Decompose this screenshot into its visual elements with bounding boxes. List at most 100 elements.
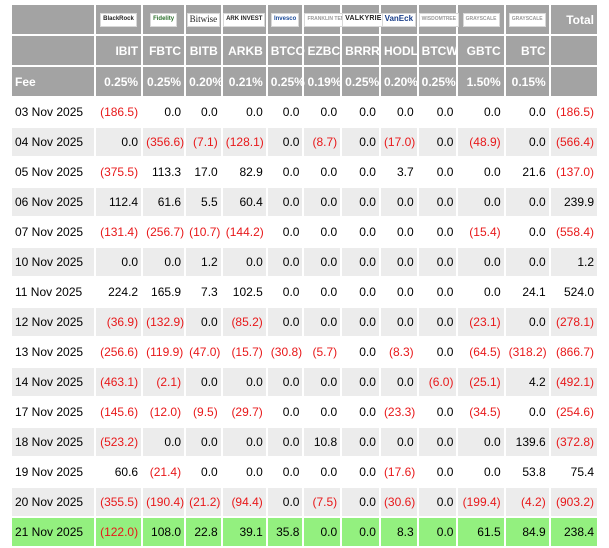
fee-value: 1.50% <box>458 67 504 96</box>
fee-value: 0.25% <box>267 67 305 96</box>
ticker-row-total-blank <box>550 36 597 65</box>
flow-cell: 113.3 <box>143 158 185 186</box>
flow-cell: 0.0 <box>143 428 185 456</box>
flow-cell: (5.7) <box>304 338 341 366</box>
flow-cell: (356.6) <box>143 128 184 156</box>
flow-cell: 0.0 <box>418 128 457 156</box>
flow-cell: 0.0 <box>304 98 341 126</box>
flow-cell: 0.0 <box>458 188 504 216</box>
flow-cell: 0.0 <box>342 158 379 186</box>
flow-cell: (10.7) <box>186 218 221 246</box>
flow-cell: 139.6 <box>505 428 549 456</box>
flow-cell: (132.9) <box>143 308 184 336</box>
flow-cell: 7.3 <box>186 278 221 306</box>
flow-cell: (318.2) <box>505 338 549 366</box>
flow-cell: (17.6) <box>380 458 417 486</box>
flow-cell: (30.8) <box>267 338 303 366</box>
flow-cell: 0.0 <box>418 338 457 366</box>
ticker-header: ARKB <box>222 36 266 65</box>
date-cell: 03 Nov 2025 <box>12 98 94 126</box>
table-row: 13 Nov 2025 (256.6) (119.9) (47.0) (15.7) (30… <box>12 338 597 366</box>
flow-cell: 0.0 <box>342 338 379 366</box>
flow-cell: 0.0 <box>418 428 457 456</box>
flow-cell: (29.7) <box>222 398 266 426</box>
table-row: 17 Nov 2025 (145.6) (12.0) (9.5) (29.7) 0.0 0.… <box>12 398 597 426</box>
issuer-logo-cell: VALKYRIE <box>342 5 385 34</box>
issuer-logo-cell: GRAYSCALE <box>458 5 504 34</box>
flow-cell: (23.3) <box>380 398 417 426</box>
date-cell: 20 Nov 2025 <box>12 488 94 516</box>
flow-cell: 0.0 <box>342 428 379 456</box>
flow-cell: 0.0 <box>222 368 266 396</box>
date-cell: 18 Nov 2025 <box>12 428 94 456</box>
flow-cell: 0.0 <box>505 98 549 126</box>
flow-cell: 60.6 <box>95 458 142 486</box>
flow-cell: 0.0 <box>418 218 457 246</box>
flow-cell: 0.0 <box>418 248 457 276</box>
ticker-header: BTCW <box>418 36 458 65</box>
fee-value: 0.25% <box>143 67 185 96</box>
flow-cell: (21.4) <box>143 458 185 486</box>
flow-cell: 224.2 <box>95 278 142 306</box>
flow-cell: (523.2) <box>95 428 142 456</box>
flow-cell: 0.0 <box>418 398 457 426</box>
flow-cell: 0.0 <box>418 518 457 546</box>
flow-cell: (122.0) <box>95 518 142 546</box>
flow-cell: (144.2) <box>222 218 266 246</box>
issuer-logo: Fidelity <box>150 12 178 27</box>
flow-cell: (94.4) <box>222 488 266 516</box>
total-cell: (278.1) <box>550 308 597 336</box>
flow-cell: 0.0 <box>342 308 379 336</box>
flow-cell: 0.0 <box>222 458 266 486</box>
flow-cell: (12.0) <box>143 398 185 426</box>
flow-cell: (8.3) <box>380 338 417 366</box>
table-row: 11 Nov 2025 224.2 165.9 7.3 102.5 0.0 0.0 0.0 0.… <box>12 278 597 306</box>
flow-cell: 0.0 <box>342 188 379 216</box>
total-cell: 524.0 <box>550 278 597 306</box>
total-cell: (866.7) <box>550 338 597 366</box>
ticker-header: BITB <box>186 36 221 65</box>
total-header: Total <box>550 5 597 34</box>
flow-cell: 0.0 <box>267 98 303 126</box>
ticker-header: GBTC <box>458 36 504 65</box>
total-cell: 1.2 <box>550 248 597 276</box>
flow-cell: 0.0 <box>505 188 549 216</box>
total-cell: (186.5) <box>550 98 597 126</box>
flow-cell: (145.6) <box>95 398 142 426</box>
flow-cell: 0.0 <box>267 488 303 516</box>
flow-cell: 0.0 <box>342 128 379 156</box>
flow-cell: 35.8 <box>267 518 303 546</box>
flow-cell: 0.0 <box>222 98 266 126</box>
flow-cell: (17.0) <box>380 128 417 156</box>
issuer-logo-cell: Fidelity <box>143 5 185 34</box>
flow-cell: 22.8 <box>186 518 221 546</box>
flow-cell: (256.7) <box>143 218 184 246</box>
flow-cell: 0.0 <box>380 248 417 276</box>
flow-cell: 0.0 <box>342 518 379 546</box>
flow-cell: 21.6 <box>505 158 549 186</box>
flow-cell: 0.0 <box>342 398 379 426</box>
flow-cell: (9.5) <box>186 398 221 426</box>
flow-cell: 0.0 <box>186 428 221 456</box>
flow-cell: 10.8 <box>304 428 341 456</box>
date-cell: 14 Nov 2025 <box>12 368 94 396</box>
flow-cell: 0.0 <box>505 218 549 246</box>
flow-cell: 0.0 <box>342 278 379 306</box>
flow-cell: (4.2) <box>505 488 549 516</box>
date-cell: 17 Nov 2025 <box>12 398 94 426</box>
flow-cell: 1.2 <box>186 248 221 276</box>
flow-cell: (15.7) <box>222 338 266 366</box>
table-row: 21 Nov 2025 (122.0) 108.0 22.8 39.1 35.8 0.0 0.… <box>12 518 597 546</box>
table-body: 03 Nov 2025 (186.5) 0.0 0.0 0.0 0.0 0.0 0.0 0.0 0… <box>12 98 597 546</box>
issuer-logo-cell: GRAYSCALE <box>505 5 549 34</box>
flow-cell: 0.0 <box>304 368 341 396</box>
flow-cell: 0.0 <box>267 158 303 186</box>
flow-cell: 0.0 <box>95 128 142 156</box>
flow-cell: 0.0 <box>505 248 549 276</box>
flow-cell: (6.0) <box>418 368 457 396</box>
total-cell: 238.4 <box>550 518 597 546</box>
issuer-logo-row: BlackRock Fidelity Bitwise ARK INVEST Invesc… <box>12 5 597 34</box>
flow-cell: (375.5) <box>95 158 142 186</box>
flow-cell: 0.0 <box>458 278 504 306</box>
flow-cell: 0.0 <box>95 248 142 276</box>
